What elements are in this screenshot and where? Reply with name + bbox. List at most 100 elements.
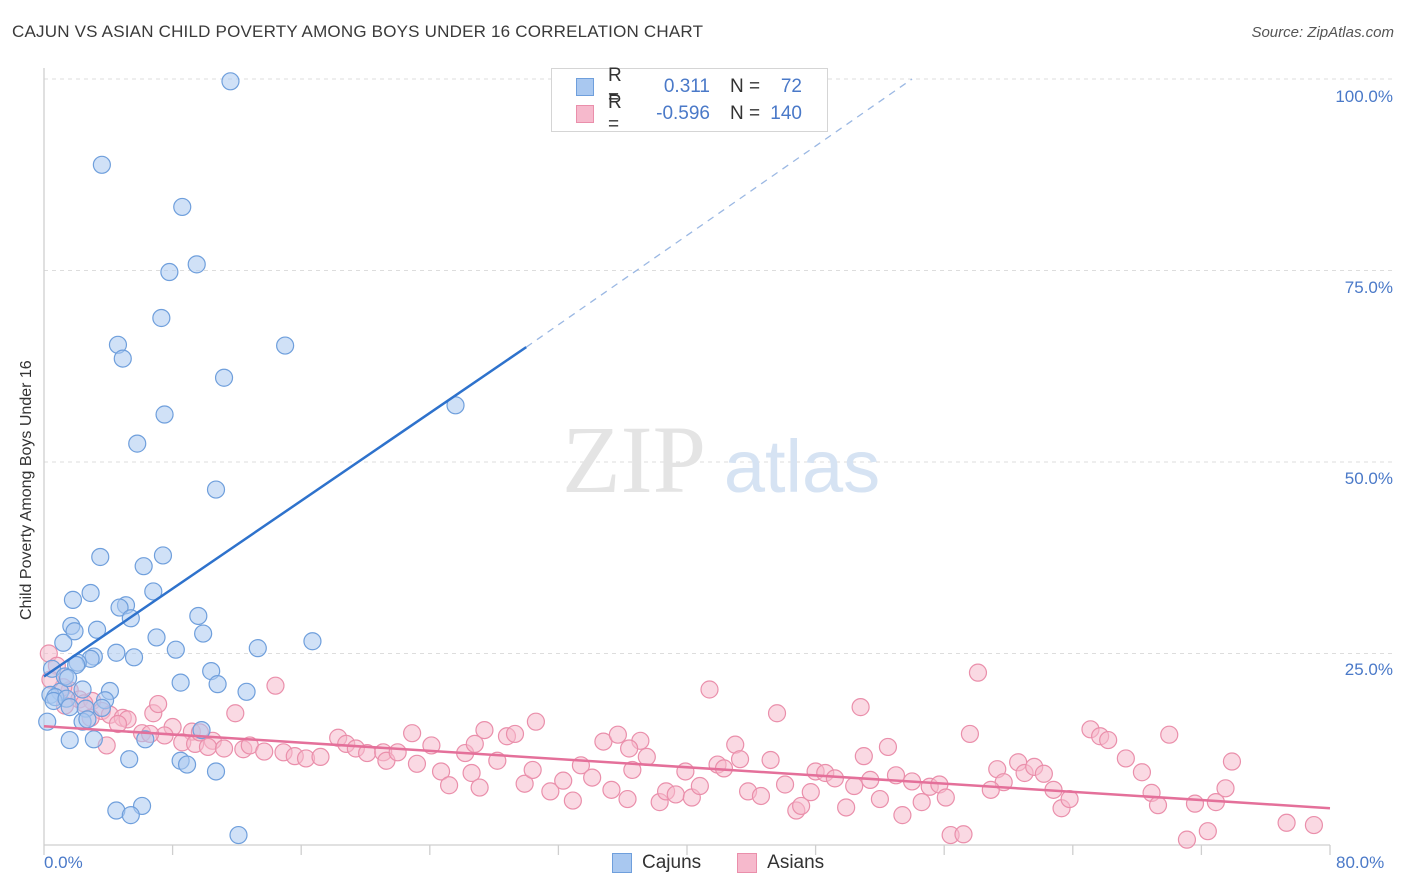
asian-point-83 xyxy=(801,783,820,802)
cajun-point-36 xyxy=(124,648,144,667)
asian-point-19 xyxy=(266,676,285,695)
cajun-point-32 xyxy=(248,639,267,658)
asian-point-92 xyxy=(878,737,898,757)
asian-point-70 xyxy=(690,776,709,796)
asian-point-135 xyxy=(465,734,484,753)
asian-swatch xyxy=(576,105,594,123)
asian-point-59 xyxy=(602,780,621,799)
cajun-point-25 xyxy=(87,620,107,639)
asian-point-38 xyxy=(403,724,422,743)
cajun-point-55 xyxy=(92,698,111,717)
asian-n-label: N = xyxy=(730,103,761,124)
cajun-point-43 xyxy=(171,673,190,692)
asian-point-116 xyxy=(1116,749,1135,768)
asian-point-86 xyxy=(825,769,844,788)
y-tick-label-50: 50.0% xyxy=(1344,469,1393,488)
grid-lines xyxy=(44,78,1394,654)
asian-r-label: R = xyxy=(608,92,622,135)
watermark-zip: ZIP xyxy=(562,406,706,513)
cajun-point-26 xyxy=(65,622,84,641)
cajun-point-3 xyxy=(187,255,206,274)
asian-point-130 xyxy=(108,714,128,734)
asian-point-89 xyxy=(851,698,870,717)
asian-point-115 xyxy=(1099,730,1118,750)
asian-point-67 xyxy=(666,785,685,804)
asian-point-99 xyxy=(936,788,955,807)
asian-point-49 xyxy=(505,724,525,744)
cajun-point-5 xyxy=(152,308,171,328)
cajun-point-61 xyxy=(84,730,103,749)
legend-item-asians[interactable]: Asians xyxy=(737,852,824,874)
cajun-point-18 xyxy=(144,582,163,601)
asian-point-46 xyxy=(475,720,494,740)
asian-r-value: -0.596 xyxy=(656,103,710,124)
cajun-point-1 xyxy=(92,155,111,174)
cajun-trend-line xyxy=(43,346,527,678)
cajun-point-21 xyxy=(110,598,129,617)
cajun-point-70 xyxy=(229,825,248,845)
asian-point-64 xyxy=(637,747,656,767)
cajun-point-13 xyxy=(206,480,226,499)
asian-point-126 xyxy=(1277,813,1296,832)
stats-box: R = 0.311 N = 72 R = -0.596 N = 140 xyxy=(551,65,828,135)
asian-point-102 xyxy=(960,724,980,744)
asian-point-120 xyxy=(1177,830,1197,849)
cajun-point-7 xyxy=(276,336,295,355)
asian-point-26 xyxy=(255,742,274,761)
cajun-point-58 xyxy=(78,710,97,729)
cajun-point-44 xyxy=(237,682,256,701)
cajun-point-53 xyxy=(60,698,79,717)
asian-point-88 xyxy=(845,776,864,796)
asian-trend-line xyxy=(43,725,1331,810)
cajun-point-38 xyxy=(67,655,86,675)
cajun-point-71 xyxy=(59,668,78,688)
asian-point-121 xyxy=(1185,794,1205,813)
x-tick-label-max: 80.0% xyxy=(1336,853,1385,872)
cajun-point-15 xyxy=(153,546,173,565)
cajun-point-33 xyxy=(107,643,126,662)
cajun-point-2 xyxy=(173,197,192,217)
asian-point-109 xyxy=(1034,764,1053,783)
asian-point-45 xyxy=(470,778,489,797)
asian-point-71 xyxy=(700,680,719,699)
asian-point-124 xyxy=(1216,779,1235,798)
asian-point-101 xyxy=(954,825,973,844)
watermark: ZIP atlas xyxy=(562,406,880,513)
asian-point-122 xyxy=(1198,822,1217,841)
legend-item-cajuns[interactable]: Cajuns xyxy=(612,852,701,874)
cajun-point-29 xyxy=(303,632,322,651)
cajun-point-69 xyxy=(121,806,140,825)
cajun-point-42 xyxy=(208,675,227,694)
cajun-point-12 xyxy=(128,434,147,453)
y-axis-label: Child Poverty Among Boys Under 16 xyxy=(18,360,35,620)
asian-point-41 xyxy=(431,762,451,781)
legend-asian-label: Asians xyxy=(767,852,825,873)
asian-point-23 xyxy=(214,739,234,758)
cajun-n-value: 72 xyxy=(780,76,802,97)
trend-lines xyxy=(43,78,1331,810)
cajun-point-0 xyxy=(221,72,240,91)
legend-cajun-label: Cajuns xyxy=(642,852,702,873)
cajun-point-19 xyxy=(63,590,83,609)
asian-point-50 xyxy=(515,774,534,793)
asian-point-55 xyxy=(563,791,582,810)
cajun-point-65 xyxy=(177,755,197,774)
cajun-r-value: 0.311 xyxy=(663,76,710,97)
asian-point-57 xyxy=(583,768,602,787)
asian-point-103 xyxy=(968,663,988,682)
stats-row-asian: R = -0.596 N = 140 xyxy=(576,92,802,135)
asian-point-54 xyxy=(554,771,573,790)
asian-point-30 xyxy=(311,747,330,767)
asian-point-68 xyxy=(676,762,695,781)
cajun-point-16 xyxy=(134,557,153,576)
asian-point-37 xyxy=(388,743,407,762)
asian-point-42 xyxy=(439,776,459,795)
source-label: Source: ZipAtlas.com xyxy=(1251,24,1394,41)
asian-point-119 xyxy=(1160,725,1179,744)
asian-n-value: 140 xyxy=(770,103,802,124)
cajun-point-59 xyxy=(192,720,211,740)
y-tick-label-25: 25.0% xyxy=(1344,660,1393,679)
cajun-point-63 xyxy=(120,750,139,769)
asian-point-51 xyxy=(523,760,542,780)
